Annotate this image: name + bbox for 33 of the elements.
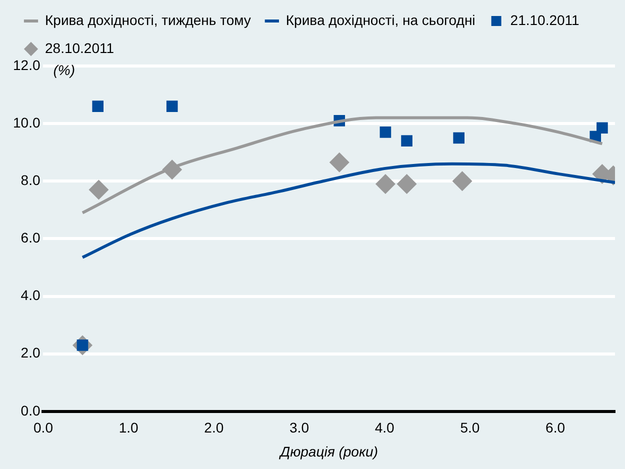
- point: [452, 171, 472, 192]
- y-tick-label: 12.0: [13, 56, 40, 73]
- line-series: [81, 162, 615, 259]
- point: [88, 180, 109, 200]
- x-tick-label: 0.0: [34, 420, 54, 436]
- point: [92, 100, 104, 112]
- legend-label: 21.10.2011: [510, 12, 580, 28]
- legend-label: 28.10.2011: [45, 40, 114, 56]
- line-series: [81, 116, 604, 214]
- y-tick-label: 0.0: [20, 402, 40, 418]
- point: [375, 174, 396, 194]
- x-tick-label: 6.0: [546, 420, 566, 436]
- x-tick-label: 5.0: [460, 420, 480, 436]
- y-tick-label: 4.0: [20, 287, 40, 304]
- legend-label: Крива дохідності, тиждень тому: [45, 12, 251, 28]
- legend-label: Крива дохідності, на сьогодні: [286, 12, 476, 28]
- point: [380, 126, 392, 138]
- x-tick-label: 4.0: [374, 420, 395, 436]
- x-tick-label: 3.0: [290, 420, 310, 436]
- point: [453, 132, 464, 144]
- y-tick-label: 6.0: [20, 230, 40, 246]
- point: [166, 100, 178, 112]
- x-tick-label: 2.0: [204, 420, 224, 436]
- y-tick-label: 10.0: [13, 114, 40, 130]
- y-axis-title: (%): [53, 62, 76, 78]
- point: [396, 174, 417, 194]
- point: [401, 135, 412, 146]
- y-tick-label: 2.0: [20, 344, 40, 361]
- point: [329, 152, 350, 172]
- y-tick-label: 8.0: [20, 172, 40, 188]
- x-axis-title: Дюрація (роки): [278, 443, 378, 460]
- point: [596, 122, 608, 134]
- x-tick-label: 1.0: [118, 420, 139, 436]
